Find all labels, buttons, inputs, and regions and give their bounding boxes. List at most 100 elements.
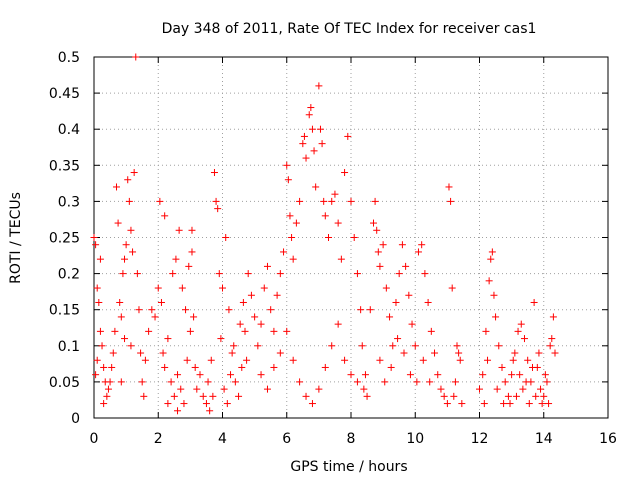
data-point — [223, 400, 231, 408]
data-point — [283, 161, 291, 169]
data-point — [157, 298, 165, 306]
data-point — [170, 392, 178, 400]
data-point — [174, 407, 182, 415]
data-point — [549, 313, 557, 321]
data-point — [257, 371, 265, 379]
data-point — [353, 378, 361, 386]
data-point — [492, 313, 500, 321]
data-point — [98, 342, 106, 350]
data-point — [532, 392, 540, 400]
x-tick-label: 2 — [154, 431, 163, 447]
data-point — [350, 234, 358, 241]
data-point — [402, 262, 410, 270]
data-point — [366, 306, 374, 314]
y-tick-label: 0.25 — [49, 231, 80, 247]
data-point — [484, 356, 492, 364]
data-point — [448, 284, 456, 292]
data-point — [140, 392, 148, 400]
y-axis-title: ROTI / TECUs — [8, 192, 24, 284]
data-point — [169, 270, 177, 278]
data-point — [267, 306, 275, 314]
data-point — [243, 356, 251, 364]
y-tick-label: 0.05 — [49, 375, 80, 391]
data-point — [175, 226, 183, 234]
data-point — [209, 392, 217, 400]
data-point — [156, 197, 164, 205]
y-tick-label: 0.45 — [49, 86, 80, 102]
data-point — [210, 169, 218, 177]
data-point — [180, 400, 188, 408]
data-point — [419, 356, 427, 364]
data-point — [117, 313, 125, 321]
data-point — [312, 183, 320, 191]
data-point — [111, 327, 119, 335]
x-tick-label: 16 — [599, 431, 617, 447]
data-point — [535, 349, 543, 357]
data-point — [511, 349, 519, 357]
data-point — [334, 219, 342, 227]
data-point — [257, 320, 265, 328]
data-point — [347, 197, 355, 205]
data-point — [133, 270, 141, 278]
data-point — [164, 335, 172, 343]
data-point — [125, 197, 133, 205]
x-tick-label: 4 — [218, 431, 227, 447]
data-point — [284, 176, 292, 184]
data-point — [476, 385, 483, 393]
data-point — [151, 313, 159, 321]
data-point — [308, 125, 316, 133]
data-point — [389, 342, 397, 350]
data-point — [328, 342, 336, 350]
data-point — [545, 400, 553, 408]
data-point — [455, 349, 463, 357]
data-point — [321, 212, 329, 220]
data-point — [119, 270, 127, 278]
data-point — [177, 385, 185, 393]
data-point — [456, 356, 464, 364]
data-point — [519, 385, 527, 393]
data-point — [369, 219, 377, 227]
data-point — [296, 378, 304, 386]
data-point — [315, 82, 323, 90]
data-point — [251, 313, 259, 321]
data-point — [172, 255, 180, 263]
data-point — [443, 400, 451, 408]
data-point — [318, 140, 326, 148]
data-point — [109, 349, 117, 357]
data-point — [517, 320, 525, 328]
data-point — [235, 392, 243, 400]
data-point — [479, 371, 487, 379]
data-point — [529, 363, 537, 371]
data-point — [247, 291, 255, 299]
data-point — [331, 190, 339, 198]
axis-ticks — [93, 56, 609, 419]
data-point — [100, 400, 108, 408]
data-point — [186, 327, 194, 335]
data-point — [307, 104, 315, 112]
data-point — [263, 262, 271, 270]
data-point — [498, 363, 506, 371]
data-point — [548, 335, 556, 343]
data-point — [254, 342, 262, 350]
data-point — [178, 284, 186, 292]
data-point — [493, 385, 501, 393]
data-point — [96, 255, 104, 263]
data-point — [182, 306, 190, 314]
data-point — [406, 371, 414, 379]
data-point — [413, 378, 421, 386]
data-point — [325, 234, 333, 241]
data-point — [480, 400, 488, 408]
x-tick-label: 12 — [471, 431, 489, 447]
data-point — [206, 407, 214, 415]
data-point — [217, 335, 225, 343]
data-point — [129, 248, 137, 256]
data-point — [360, 385, 368, 393]
data-point — [302, 392, 310, 400]
data-point — [450, 392, 458, 400]
data-point — [188, 226, 196, 234]
data-point — [93, 356, 101, 364]
data-point — [202, 400, 210, 408]
data-point — [341, 169, 349, 177]
data-point — [145, 327, 153, 335]
data-point — [376, 262, 384, 270]
